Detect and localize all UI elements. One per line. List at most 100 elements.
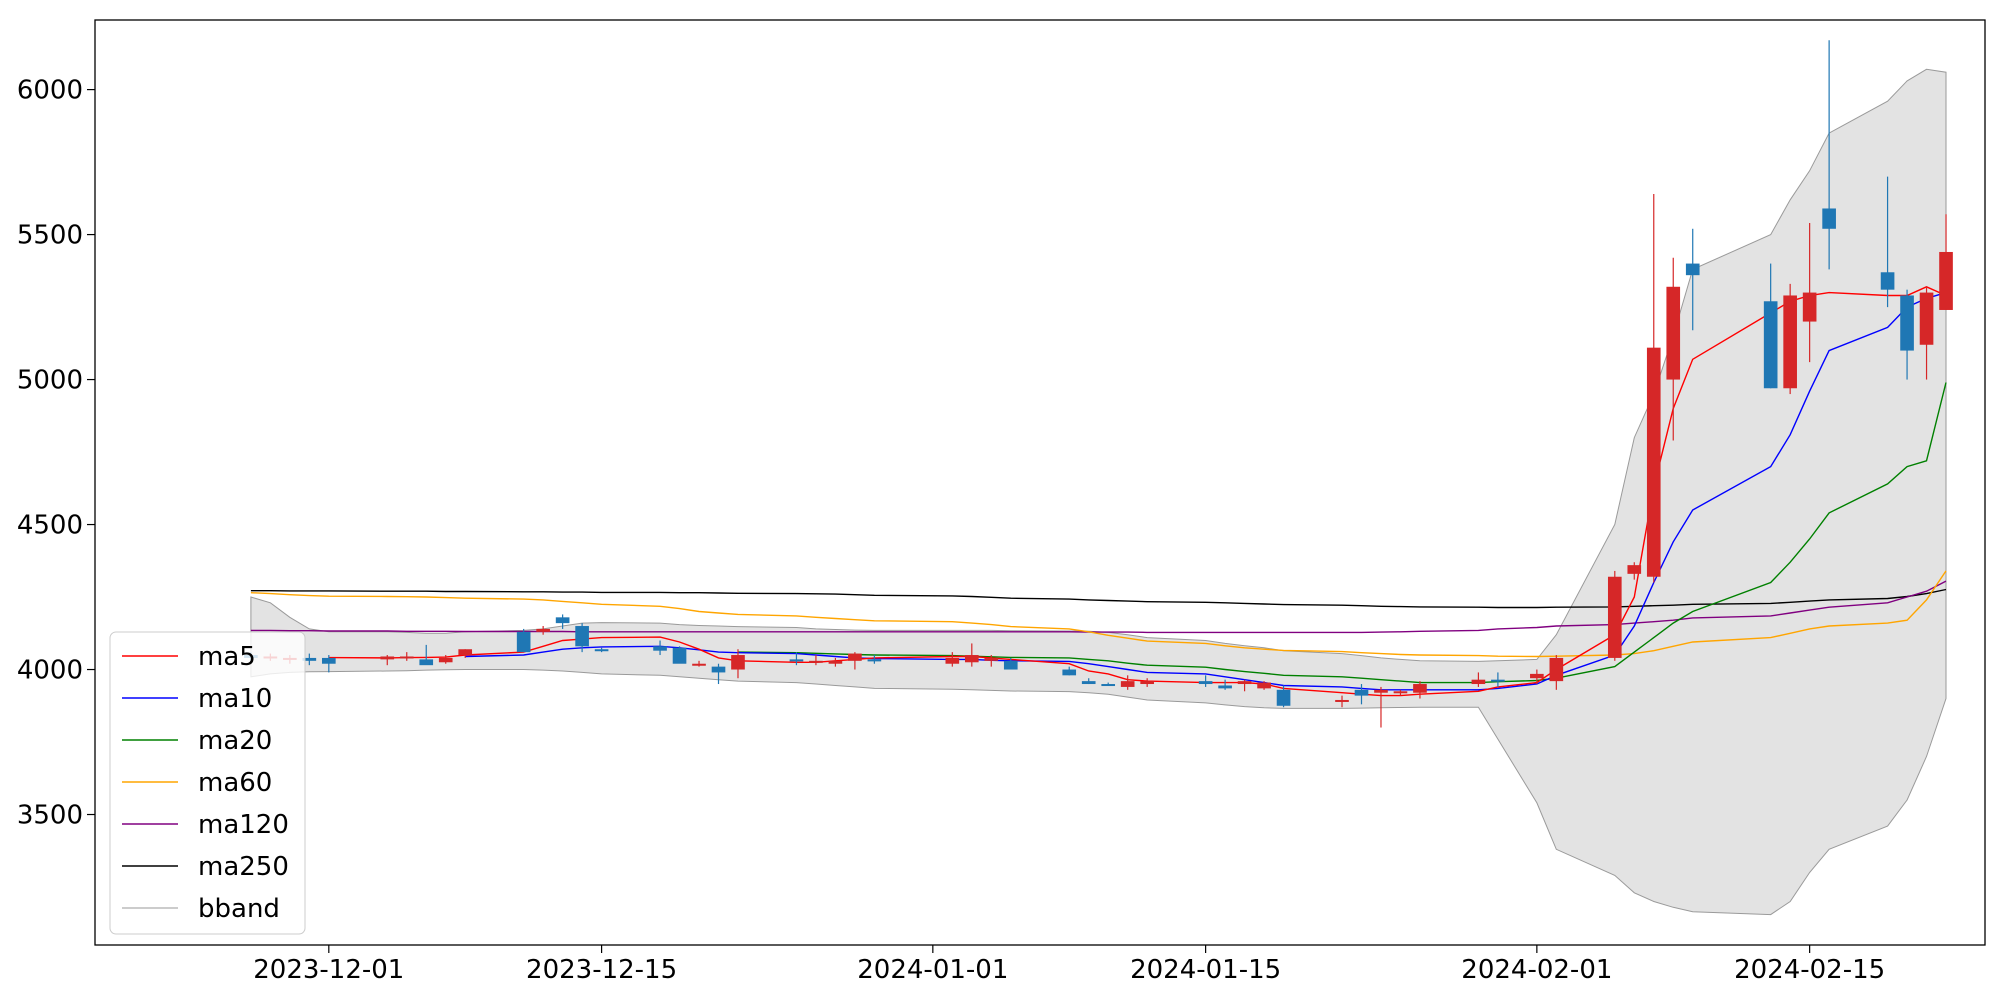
candle [945, 652, 960, 667]
candle-body [1062, 669, 1077, 676]
candle-body [1354, 689, 1369, 696]
x-tick-label: 2024-02-01 [1461, 955, 1612, 985]
candle-body [1198, 681, 1213, 685]
candle [1081, 678, 1096, 685]
candle-body [1685, 263, 1700, 276]
candle-body [1549, 657, 1564, 682]
y-tick-label: 4000 [17, 656, 83, 686]
candle [848, 652, 862, 670]
candle-body [321, 657, 336, 664]
candle [964, 643, 979, 667]
candle [1120, 675, 1135, 690]
candle [399, 652, 414, 661]
y-tick-label: 6000 [17, 76, 83, 106]
candle [1783, 283, 1797, 395]
candle [692, 660, 706, 667]
y-tick-label: 5500 [17, 221, 83, 251]
candle-body [867, 659, 882, 662]
candle [1666, 257, 1681, 441]
legend-label-ma120: ma120 [198, 810, 289, 840]
legend-box [109, 631, 306, 935]
x-tick-label: 2024-01-15 [1130, 955, 1281, 985]
candle-body [1374, 689, 1388, 693]
candle [1471, 672, 1486, 687]
candle-body [711, 666, 726, 673]
legend-label-ma60: ma60 [198, 768, 272, 798]
candle [1276, 685, 1291, 708]
candle-body [1471, 679, 1486, 685]
candle [438, 655, 453, 664]
candle [1530, 669, 1544, 685]
candle [809, 655, 823, 666]
candle [1900, 289, 1914, 380]
candle [1393, 689, 1408, 696]
candle-body [1393, 691, 1408, 694]
candle-body [1900, 295, 1914, 351]
candles-layer [244, 40, 1953, 728]
candle-body [1607, 576, 1622, 658]
candle [711, 663, 726, 685]
candle [1939, 214, 1953, 310]
candle [1607, 570, 1622, 661]
candle-body [653, 646, 667, 651]
legend-label-bband: bband [198, 894, 280, 924]
candle [575, 623, 589, 653]
candle [1062, 666, 1077, 676]
candle [1919, 286, 1934, 380]
candle [1354, 684, 1369, 705]
candle [1101, 682, 1116, 687]
legend-label-ma10: ma10 [198, 684, 272, 714]
candle-body [516, 631, 531, 653]
candle-body [828, 660, 843, 664]
candle-body [302, 657, 317, 661]
candle-body [809, 660, 823, 663]
candle-body [555, 617, 570, 624]
candle-body [1646, 347, 1661, 577]
candle-body [594, 649, 609, 652]
bband-area [250, 68, 1947, 916]
candle [1335, 695, 1349, 708]
candle-body [1627, 565, 1642, 574]
ma250-line [250, 588, 1947, 609]
candle-body [789, 659, 804, 662]
candle-body [575, 626, 589, 647]
candle [1646, 193, 1661, 583]
candle-body [1880, 272, 1895, 290]
candle-body [984, 657, 999, 661]
candle-body [1101, 684, 1116, 687]
candle [1237, 679, 1252, 692]
candle [321, 655, 336, 673]
candle [1685, 228, 1700, 331]
x-tick-label: 2024-02-15 [1734, 955, 1885, 985]
candle-body [438, 657, 453, 663]
legend-label-ma250: ma250 [198, 852, 289, 882]
candle-body [1802, 292, 1817, 322]
candle-body [945, 657, 960, 664]
candle [594, 647, 609, 653]
candle [1763, 263, 1778, 389]
candle [1257, 681, 1271, 690]
legend: ma5 ma10 ma20 ma60 ma120 ma250 bband [109, 631, 306, 935]
candle-body [1335, 699, 1349, 702]
ma60-line [250, 570, 1947, 658]
candle-body [1939, 251, 1953, 310]
candle [1822, 40, 1836, 270]
candle [536, 626, 550, 635]
candle [828, 657, 843, 667]
candle-body [399, 656, 414, 659]
candle-body [1763, 301, 1778, 389]
candle [516, 628, 531, 653]
bollinger-band-layer [250, 68, 1947, 916]
candle-body [1003, 660, 1018, 670]
candle-body [458, 649, 473, 656]
candle [1413, 681, 1427, 699]
candle-body [419, 659, 434, 666]
candle-body [672, 647, 687, 664]
candle [653, 640, 667, 656]
candle [555, 614, 570, 629]
y-tick-label: 5000 [17, 366, 83, 396]
candle-body [1237, 681, 1252, 685]
candle-body [1276, 689, 1291, 706]
